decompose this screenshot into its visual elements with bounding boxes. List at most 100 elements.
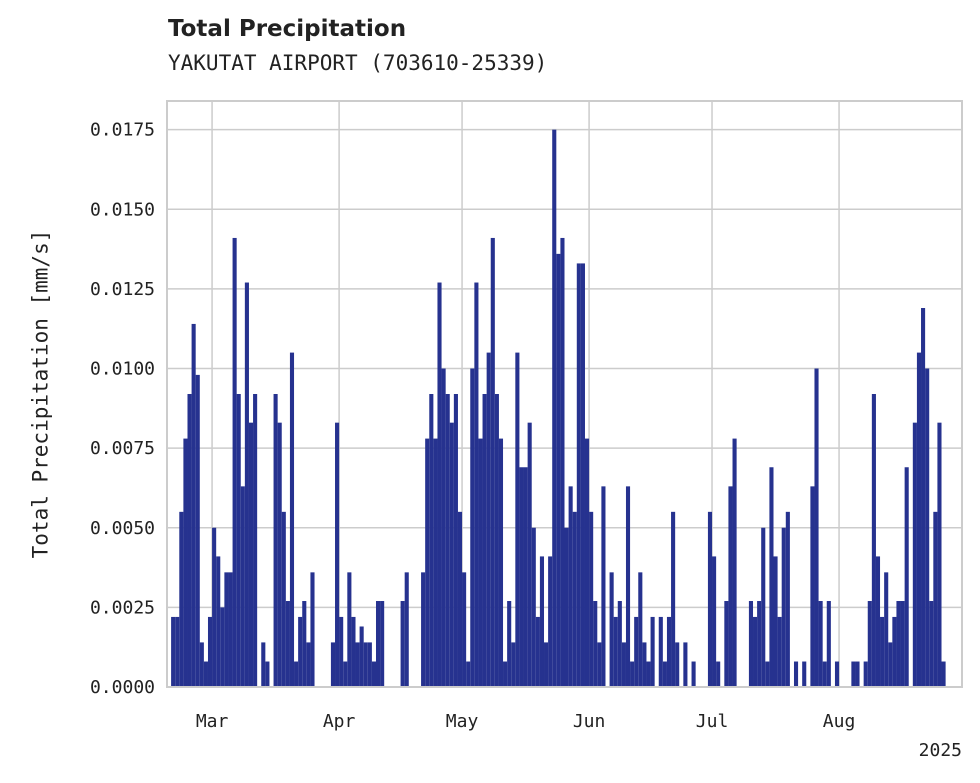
plot-frame [166, 100, 963, 688]
precip-bar [339, 616, 344, 687]
precip-bar [921, 308, 926, 687]
precip-bar [535, 616, 540, 687]
precip-bar [527, 422, 532, 687]
precip-bar [359, 626, 364, 687]
precip-bar [781, 527, 786, 687]
precip-bar [900, 601, 905, 687]
precip-bar [925, 368, 930, 687]
precip-bar [867, 601, 872, 687]
precip-bar [445, 394, 450, 687]
precip-bar [748, 601, 754, 687]
precip-bar [199, 642, 204, 687]
precip-bar [875, 556, 881, 687]
precip-bar [265, 661, 270, 687]
precip-bar [466, 661, 471, 687]
precip-bar [683, 642, 688, 687]
precip-bar [544, 642, 549, 687]
precip-bar [236, 394, 241, 687]
precip-bar [773, 556, 778, 687]
precip-bar [634, 616, 639, 687]
precip-bar [777, 616, 782, 687]
bar-series [171, 129, 946, 687]
precip-bar [367, 642, 372, 687]
precip-bar [613, 616, 618, 687]
precip-bar [707, 511, 713, 687]
chart-subtitle: YAKUTAT AIRPORT (703610-25339) [168, 51, 548, 75]
precip-bar [248, 422, 254, 687]
precip-bar [519, 467, 524, 687]
y-axis-ticks: 0.0000 0.0025 0.0050 0.0075 0.0100 0.0125 0.01… [90, 120, 155, 698]
precip-bar [511, 642, 516, 687]
precip-bar [937, 422, 942, 687]
precip-bar [486, 352, 491, 687]
precip-bar [294, 661, 299, 687]
precip-bar [437, 282, 442, 687]
precip-bar [691, 661, 696, 687]
precip-bar [289, 352, 295, 687]
precip-bar [769, 467, 774, 687]
precip-bar [892, 616, 897, 687]
precip-bar [380, 601, 385, 687]
precip-bar [761, 527, 766, 687]
precip-bar [814, 368, 819, 687]
precip-bar [617, 601, 622, 687]
precip-bar [195, 374, 200, 687]
precip-bar [785, 511, 790, 687]
precip-bar [498, 438, 504, 687]
precip-bar [822, 661, 827, 687]
x-axis-year-label: 2025 [919, 740, 962, 761]
precip-bar [851, 661, 856, 687]
precip-bar [933, 511, 938, 687]
precip-bar [855, 661, 860, 687]
precip-bar [306, 642, 311, 687]
precip-bar [371, 661, 376, 687]
precip-bar [191, 323, 196, 687]
precip-bar [597, 642, 602, 687]
precip-bar [560, 237, 565, 687]
precip-bar [285, 601, 290, 687]
precip-bar [421, 572, 426, 687]
precip-bar [179, 511, 184, 687]
x-tick-label: Aug [823, 711, 856, 732]
precip-bar [355, 642, 360, 687]
precip-bar [593, 601, 598, 687]
precip-bar [253, 394, 258, 687]
precip-bar [753, 616, 758, 687]
chart-title: Total Precipitation [168, 16, 407, 42]
precip-bar [470, 368, 475, 687]
precip-bar [826, 601, 831, 687]
precip-bar [433, 438, 438, 687]
precip-bar [363, 642, 368, 687]
precip-bar [240, 486, 245, 687]
precip-bar [539, 556, 545, 687]
precip-bar [478, 438, 483, 687]
precip-bar [404, 572, 409, 687]
precip-bar [765, 661, 770, 687]
precip-bar [880, 616, 885, 687]
precip-bar [863, 661, 868, 687]
precip-bar [515, 352, 520, 687]
precip-bar [548, 556, 553, 687]
y-tick-label: 0.0050 [90, 518, 155, 539]
precip-bar [896, 601, 901, 687]
precip-bar [642, 642, 647, 687]
precip-bar [638, 572, 643, 687]
precip-bar [224, 572, 229, 687]
precip-bar [568, 486, 573, 687]
y-axis-label: Total Precipitation [mm/s] [28, 230, 52, 559]
x-axis-ticks: Mar Apr May Jun Jul Aug [196, 711, 856, 732]
precip-bar [244, 282, 249, 687]
precip-bar [904, 467, 909, 687]
grid-lines [167, 101, 962, 688]
precip-bar [757, 601, 762, 687]
precip-bar [207, 616, 213, 687]
x-tick-label: Mar [196, 711, 229, 732]
precip-bar [171, 616, 176, 687]
precip-bar [871, 394, 876, 687]
precip-bar [662, 661, 667, 687]
precip-bar [732, 438, 737, 687]
precip-bar [343, 661, 348, 687]
precip-bar [375, 601, 381, 687]
precip-bar [552, 129, 557, 687]
